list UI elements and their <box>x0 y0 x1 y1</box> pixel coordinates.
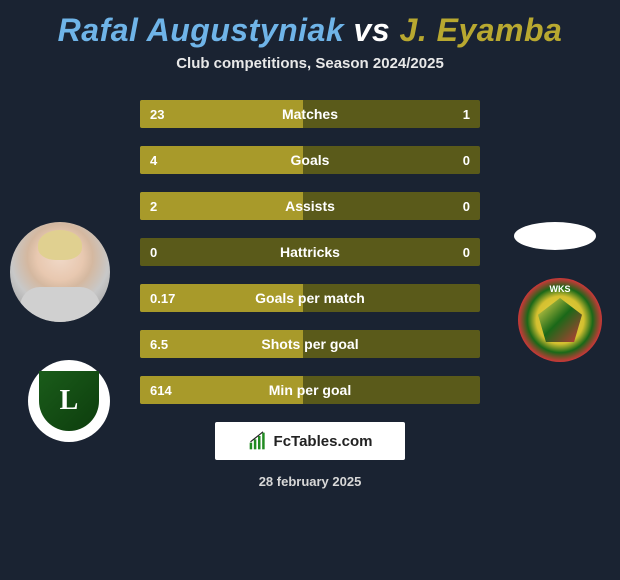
player2-club-badge <box>518 278 602 362</box>
stat-label: Min per goal <box>140 382 480 398</box>
player1-club-badge <box>28 360 110 442</box>
comparison-title: Rafal Augustyniak vs J. Eyamba <box>0 0 620 49</box>
stat-row: 614Min per goal <box>140 376 480 404</box>
legia-badge-icon <box>39 371 99 431</box>
stat-value-right: 1 <box>463 107 470 122</box>
stat-row: 2Assists0 <box>140 192 480 220</box>
stat-row: 4Goals0 <box>140 146 480 174</box>
player2-avatar <box>514 222 596 250</box>
stat-label: Hattricks <box>140 244 480 260</box>
stat-row: 23Matches1 <box>140 100 480 128</box>
stat-label: Shots per goal <box>140 336 480 352</box>
player2-name: J. Eyamba <box>400 12 563 48</box>
player1-avatar <box>10 222 110 322</box>
branding-badge[interactable]: FcTables.com <box>215 422 405 460</box>
footer-date: 28 february 2025 <box>0 474 620 489</box>
stat-label: Matches <box>140 106 480 122</box>
stats-area: 23Matches14Goals02Assists00Hattricks00.1… <box>0 100 620 404</box>
fctables-logo-icon <box>248 431 268 451</box>
subtitle: Club competitions, Season 2024/2025 <box>0 55 620 72</box>
stat-value-right: 0 <box>463 245 470 260</box>
stat-label: Goals per match <box>140 290 480 306</box>
stat-row: 0Hattricks0 <box>140 238 480 266</box>
vs-word: vs <box>354 12 391 48</box>
branding-text: FcTables.com <box>274 433 373 450</box>
stat-value-right: 0 <box>463 153 470 168</box>
stat-row: 6.5Shots per goal <box>140 330 480 358</box>
player1-name: Rafal Augustyniak <box>58 12 344 48</box>
stat-label: Goals <box>140 152 480 168</box>
stat-value-right: 0 <box>463 199 470 214</box>
stat-row: 0.17Goals per match <box>140 284 480 312</box>
stat-label: Assists <box>140 198 480 214</box>
